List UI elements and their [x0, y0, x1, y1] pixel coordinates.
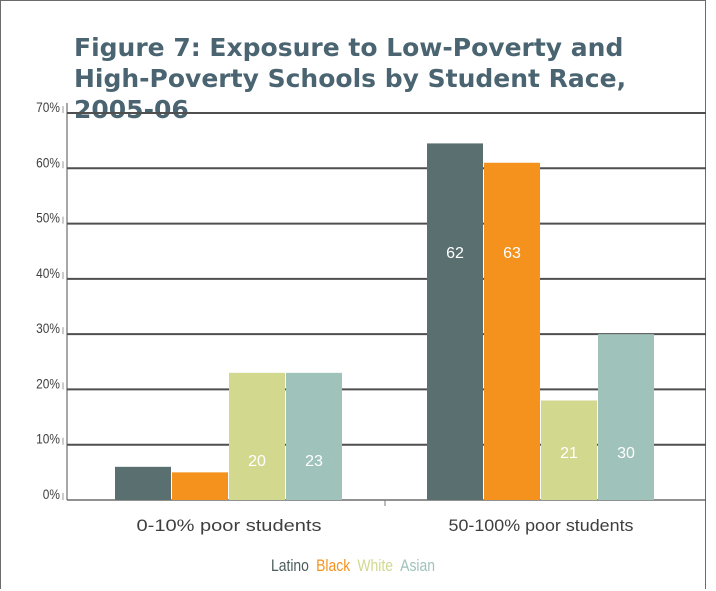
bar [229, 372, 285, 500]
bar [115, 466, 171, 500]
data-label: 21 [560, 445, 578, 462]
bars [115, 143, 654, 500]
data-label: 63 [503, 245, 521, 262]
x-tick-label: 0-10% poor students [137, 516, 322, 535]
y-tick-label: 40% [36, 265, 60, 281]
legend-asian: Asian [400, 556, 436, 575]
data-label: 23 [305, 453, 323, 470]
bar [172, 472, 228, 500]
chart-title: Figure 7: Exposure to Low-Poverty and Hi… [74, 33, 627, 124]
y-tick-label: 30% [36, 320, 60, 336]
data-label: 7 [139, 453, 148, 470]
y-tick-label: 0% [43, 486, 61, 502]
data-label: 30 [617, 445, 635, 462]
y-tick-label: 10% [36, 431, 60, 447]
data-label: 20 [248, 453, 266, 470]
x-axis-ticks: 0-10% poor students 50-100% poor students [137, 500, 634, 535]
legend-latino: Latino [270, 556, 309, 575]
chart-legend: Latino Black White Asian [64, 556, 643, 576]
data-label: 62 [446, 245, 464, 262]
y-tick-label: 20% [36, 375, 60, 391]
data-label: 5 [196, 453, 205, 470]
y-tick-label: 50% [36, 210, 60, 226]
bar [598, 334, 654, 500]
bar [484, 162, 540, 500]
bar [286, 372, 342, 500]
data-labels: 7 5 20 23 62 63 21 30 [139, 245, 635, 470]
x-tick-label: 50-100% poor students [449, 516, 634, 535]
y-tick-label: 60% [36, 154, 60, 170]
bar [541, 400, 597, 500]
bar [427, 143, 483, 500]
legend-white: White [357, 556, 394, 575]
legend-black: Black [316, 556, 351, 575]
y-axis-ticks: 0% 10% 20% 30% 40% 50% 60% 70% [36, 99, 60, 502]
y-tick-label: 70% [36, 99, 60, 115]
